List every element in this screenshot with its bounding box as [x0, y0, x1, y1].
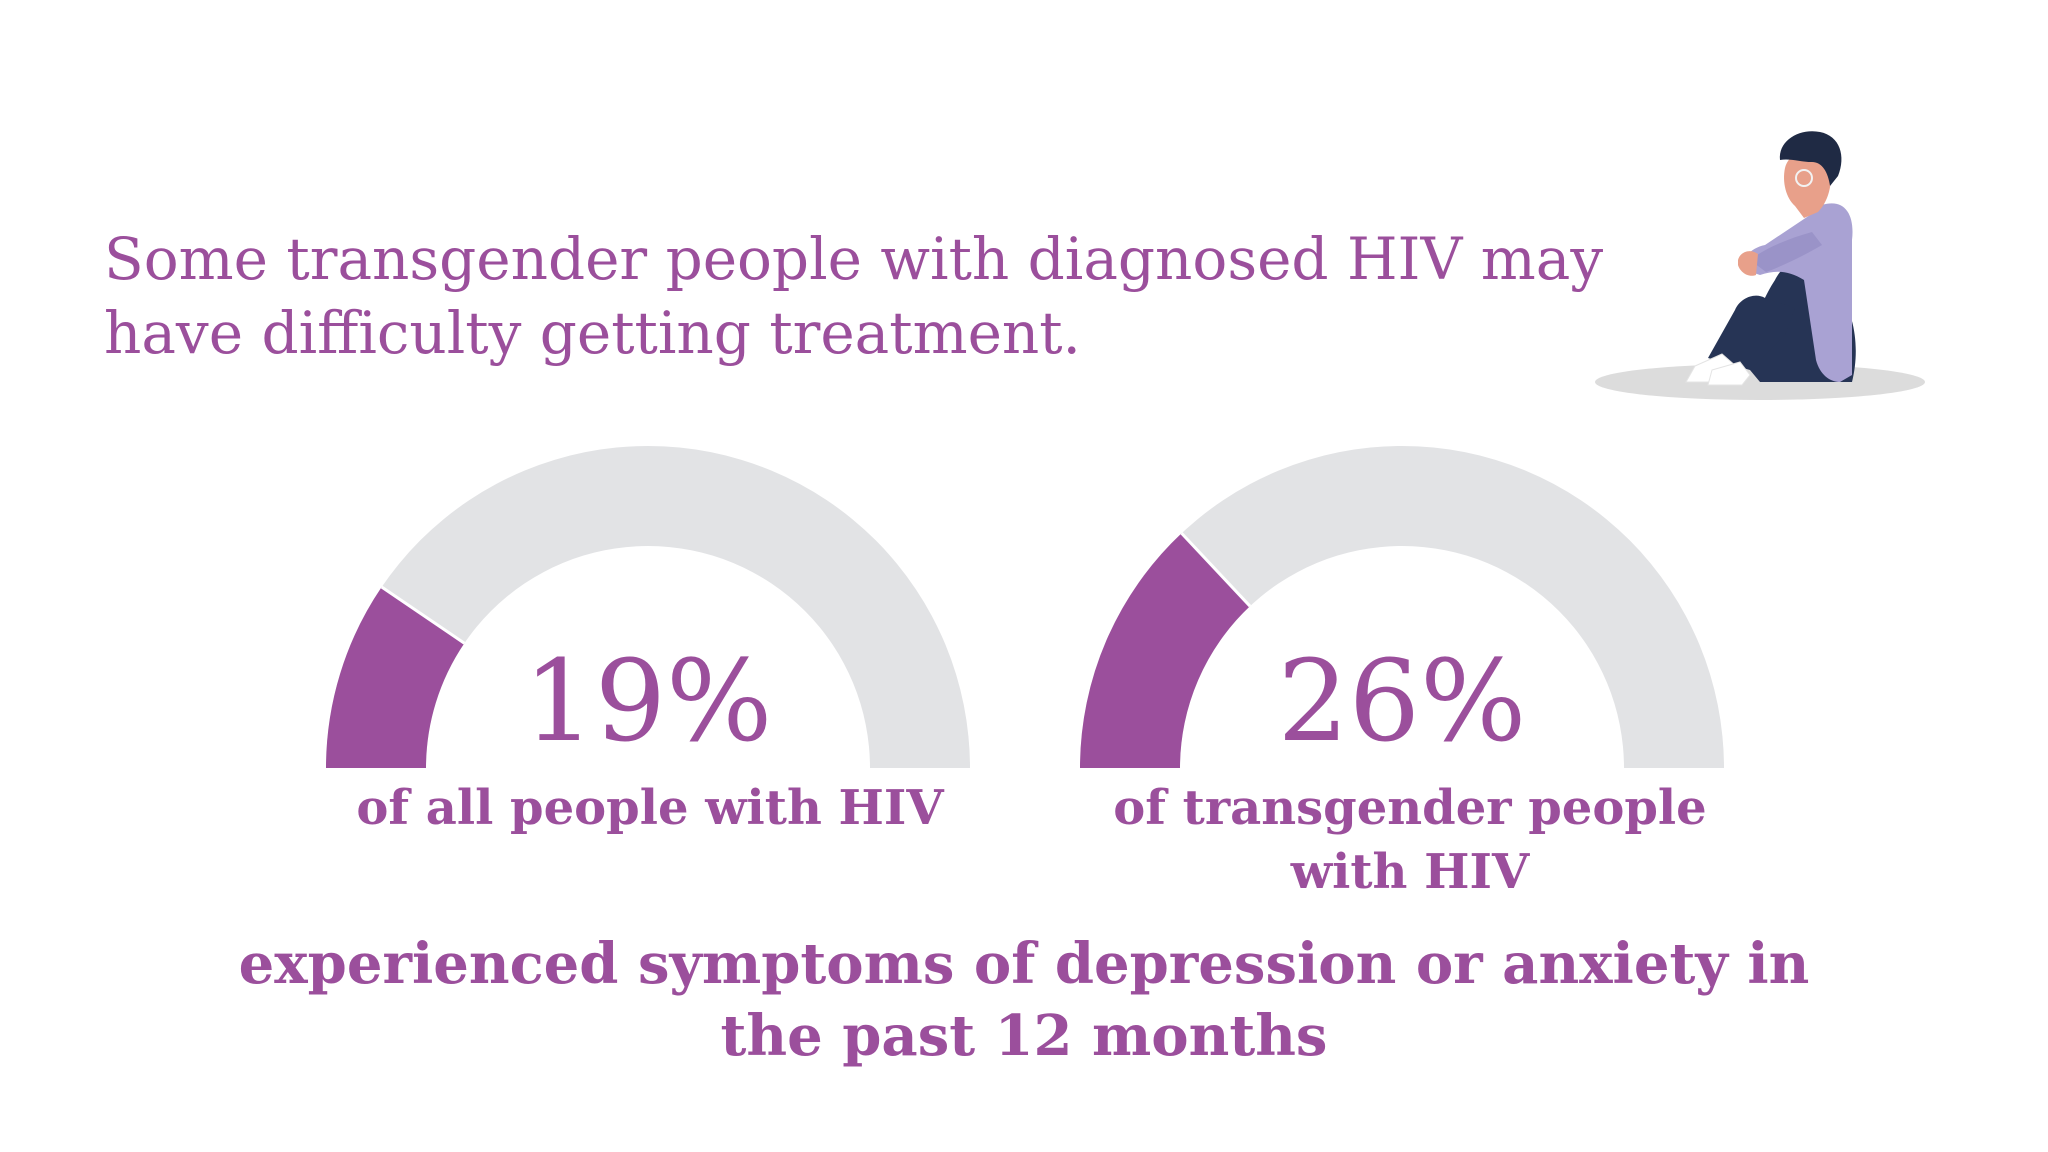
headline: Some transgender people with diagnosed H…: [104, 225, 1604, 367]
gauge-1-fill: [326, 587, 465, 768]
gauge-2-separator: [1180, 532, 1252, 608]
hair-shape: [1779, 131, 1842, 186]
arm-shape: [1750, 232, 1822, 272]
gauge-1-separator: [380, 585, 466, 645]
gauge-2: 26%: [1080, 446, 1724, 768]
gauge-1-label: of all people with HIV: [356, 780, 944, 836]
sitting-person-illustration: [1595, 131, 1925, 400]
skin-hand-shape: [1738, 251, 1758, 276]
gauge-2-track: [1080, 446, 1724, 768]
gauge-2-value: 26%: [1278, 637, 1527, 767]
glasses-shape: [1795, 169, 1813, 187]
gauge-1-value: 19%: [524, 637, 773, 767]
back-leg-shape: [1708, 295, 1795, 370]
gauge-1: 19%: [326, 446, 970, 768]
gauge-caption: experienced symptoms of depression or an…: [238, 931, 1810, 1069]
gauge-2-label: of transgender people with HIV: [1113, 780, 1707, 900]
shoe-right-shape: [1707, 361, 1751, 386]
gauge-1-track: [326, 446, 970, 768]
gauge-2-fill: [1080, 533, 1251, 768]
